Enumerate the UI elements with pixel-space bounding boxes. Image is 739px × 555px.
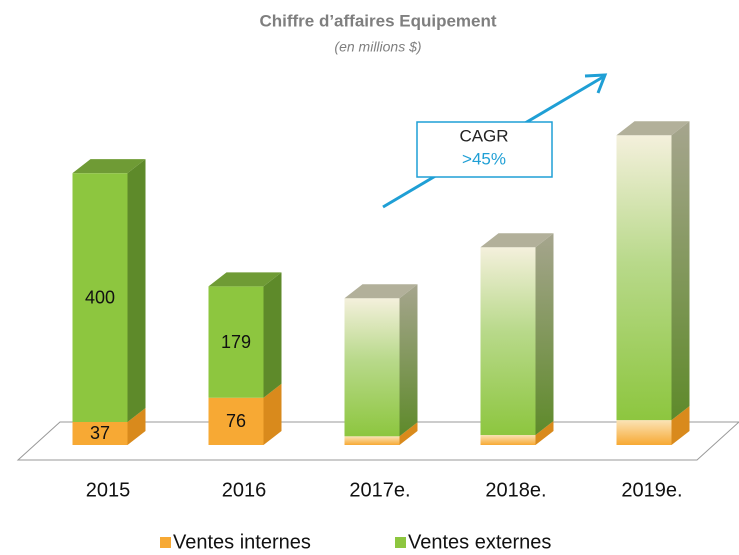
data-label: 179 (221, 332, 251, 352)
bar-front (208, 286, 264, 398)
bar-front (344, 298, 400, 437)
bar-side (127, 159, 146, 422)
cagr-title: CAGR (459, 126, 508, 145)
bar-segment (480, 421, 554, 445)
bar-side (535, 421, 554, 445)
legend-swatch (160, 537, 171, 548)
chart-title: Chiffre d’affaires Equipement (259, 11, 496, 30)
bar-segment (480, 233, 554, 436)
x-tick-label: 2016 (222, 479, 267, 501)
bar-front (72, 173, 128, 422)
cagr-box (416, 121, 553, 178)
x-tick-label: 2017e. (349, 479, 410, 501)
bar-front (616, 135, 672, 421)
legend-label: Ventes externes (408, 531, 551, 553)
bar-side (399, 284, 418, 437)
bar-top (480, 233, 554, 248)
bar-front (616, 420, 672, 445)
bar-front (72, 421, 128, 445)
bar-side (399, 422, 418, 445)
x-tick-label: 2018e. (485, 479, 546, 501)
bar-segment (616, 121, 690, 421)
bar-top (344, 284, 418, 299)
bar-segment (72, 159, 146, 422)
bar-segment (344, 422, 418, 445)
bar-front (344, 436, 400, 445)
bar-segment (208, 272, 282, 398)
bar-segment (208, 383, 282, 445)
bar-front (208, 397, 264, 445)
data-label: 76 (226, 411, 246, 431)
legend-label: Ventes internes (173, 531, 311, 553)
bar-side (263, 272, 282, 398)
bar-top (616, 121, 690, 136)
bar-side (535, 233, 554, 436)
legend: Ventes internes Ventes externes (160, 531, 551, 553)
data-label: 400 (85, 287, 115, 307)
bar-segment (616, 406, 690, 445)
bar-top (72, 159, 146, 174)
x-tick-label: 2015 (86, 479, 131, 501)
chart-subtitle: (en millions $) (334, 39, 421, 55)
bar-top (208, 272, 282, 287)
annotation: CAGR >45% (382, 73, 608, 209)
bar-segment (344, 284, 418, 437)
x-tick-label: 2019e. (621, 479, 682, 501)
bar-side (671, 121, 690, 421)
data-label: 37 (90, 423, 110, 443)
bar-side (263, 383, 282, 445)
bar-segment (72, 407, 146, 445)
legend-swatch (395, 537, 406, 548)
cagr-value: >45% (462, 149, 506, 168)
bar-side (671, 406, 690, 445)
bar-side (127, 407, 146, 445)
cagr-arrowhead (584, 73, 608, 94)
bar-front (480, 247, 536, 436)
bar-front (480, 435, 536, 445)
bars (72, 121, 690, 445)
